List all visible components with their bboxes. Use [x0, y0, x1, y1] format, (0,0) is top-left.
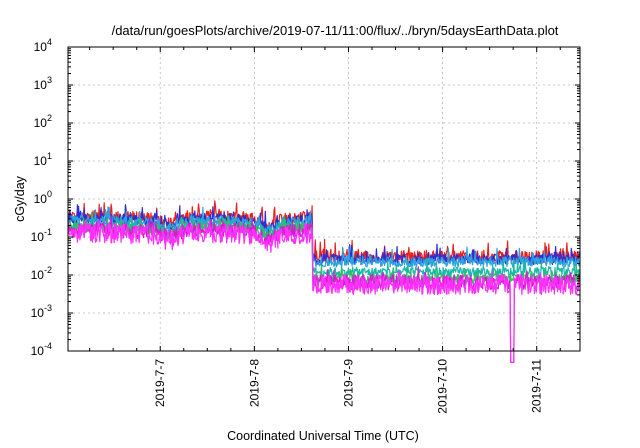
y-tick-label: 104	[34, 37, 52, 54]
y-tick-label: 103	[34, 75, 52, 92]
y-tick-label: 10-1	[31, 227, 52, 244]
x-tick-label: 2019-7-7	[153, 359, 167, 407]
y-tick-label: 102	[34, 113, 52, 130]
y-axis-label: cGy/day	[13, 175, 27, 222]
grid-layer	[68, 47, 580, 351]
series-line-5	[67, 215, 581, 363]
y-tick-label: 101	[34, 151, 52, 168]
chart-title: /data/run/goesPlots/archive/2019-07-11/1…	[112, 23, 559, 38]
series-line-1	[67, 204, 581, 266]
x-axis-label: Coordinated Universal Time (UTC)	[227, 429, 419, 443]
y-tick-label: 100	[34, 189, 52, 206]
x-tick-label: 2019-7-11	[530, 359, 544, 413]
x-tick-label: 2019-7-8	[247, 359, 261, 407]
series-layer	[67, 200, 581, 363]
x-tick-label: 2019-7-10	[436, 359, 450, 414]
y-tick-label: 10-2	[31, 265, 52, 282]
x-tick-label: 2019-7-9	[341, 359, 355, 407]
tick-layer: 10-4 10-3 10-2 10-1 100 101 102 103 104 2019-7-7 2…	[31, 37, 580, 414]
y-tick-label: 10-3	[31, 303, 52, 320]
series-line-6	[67, 218, 581, 363]
y-tick-label: 10-4	[31, 341, 52, 358]
